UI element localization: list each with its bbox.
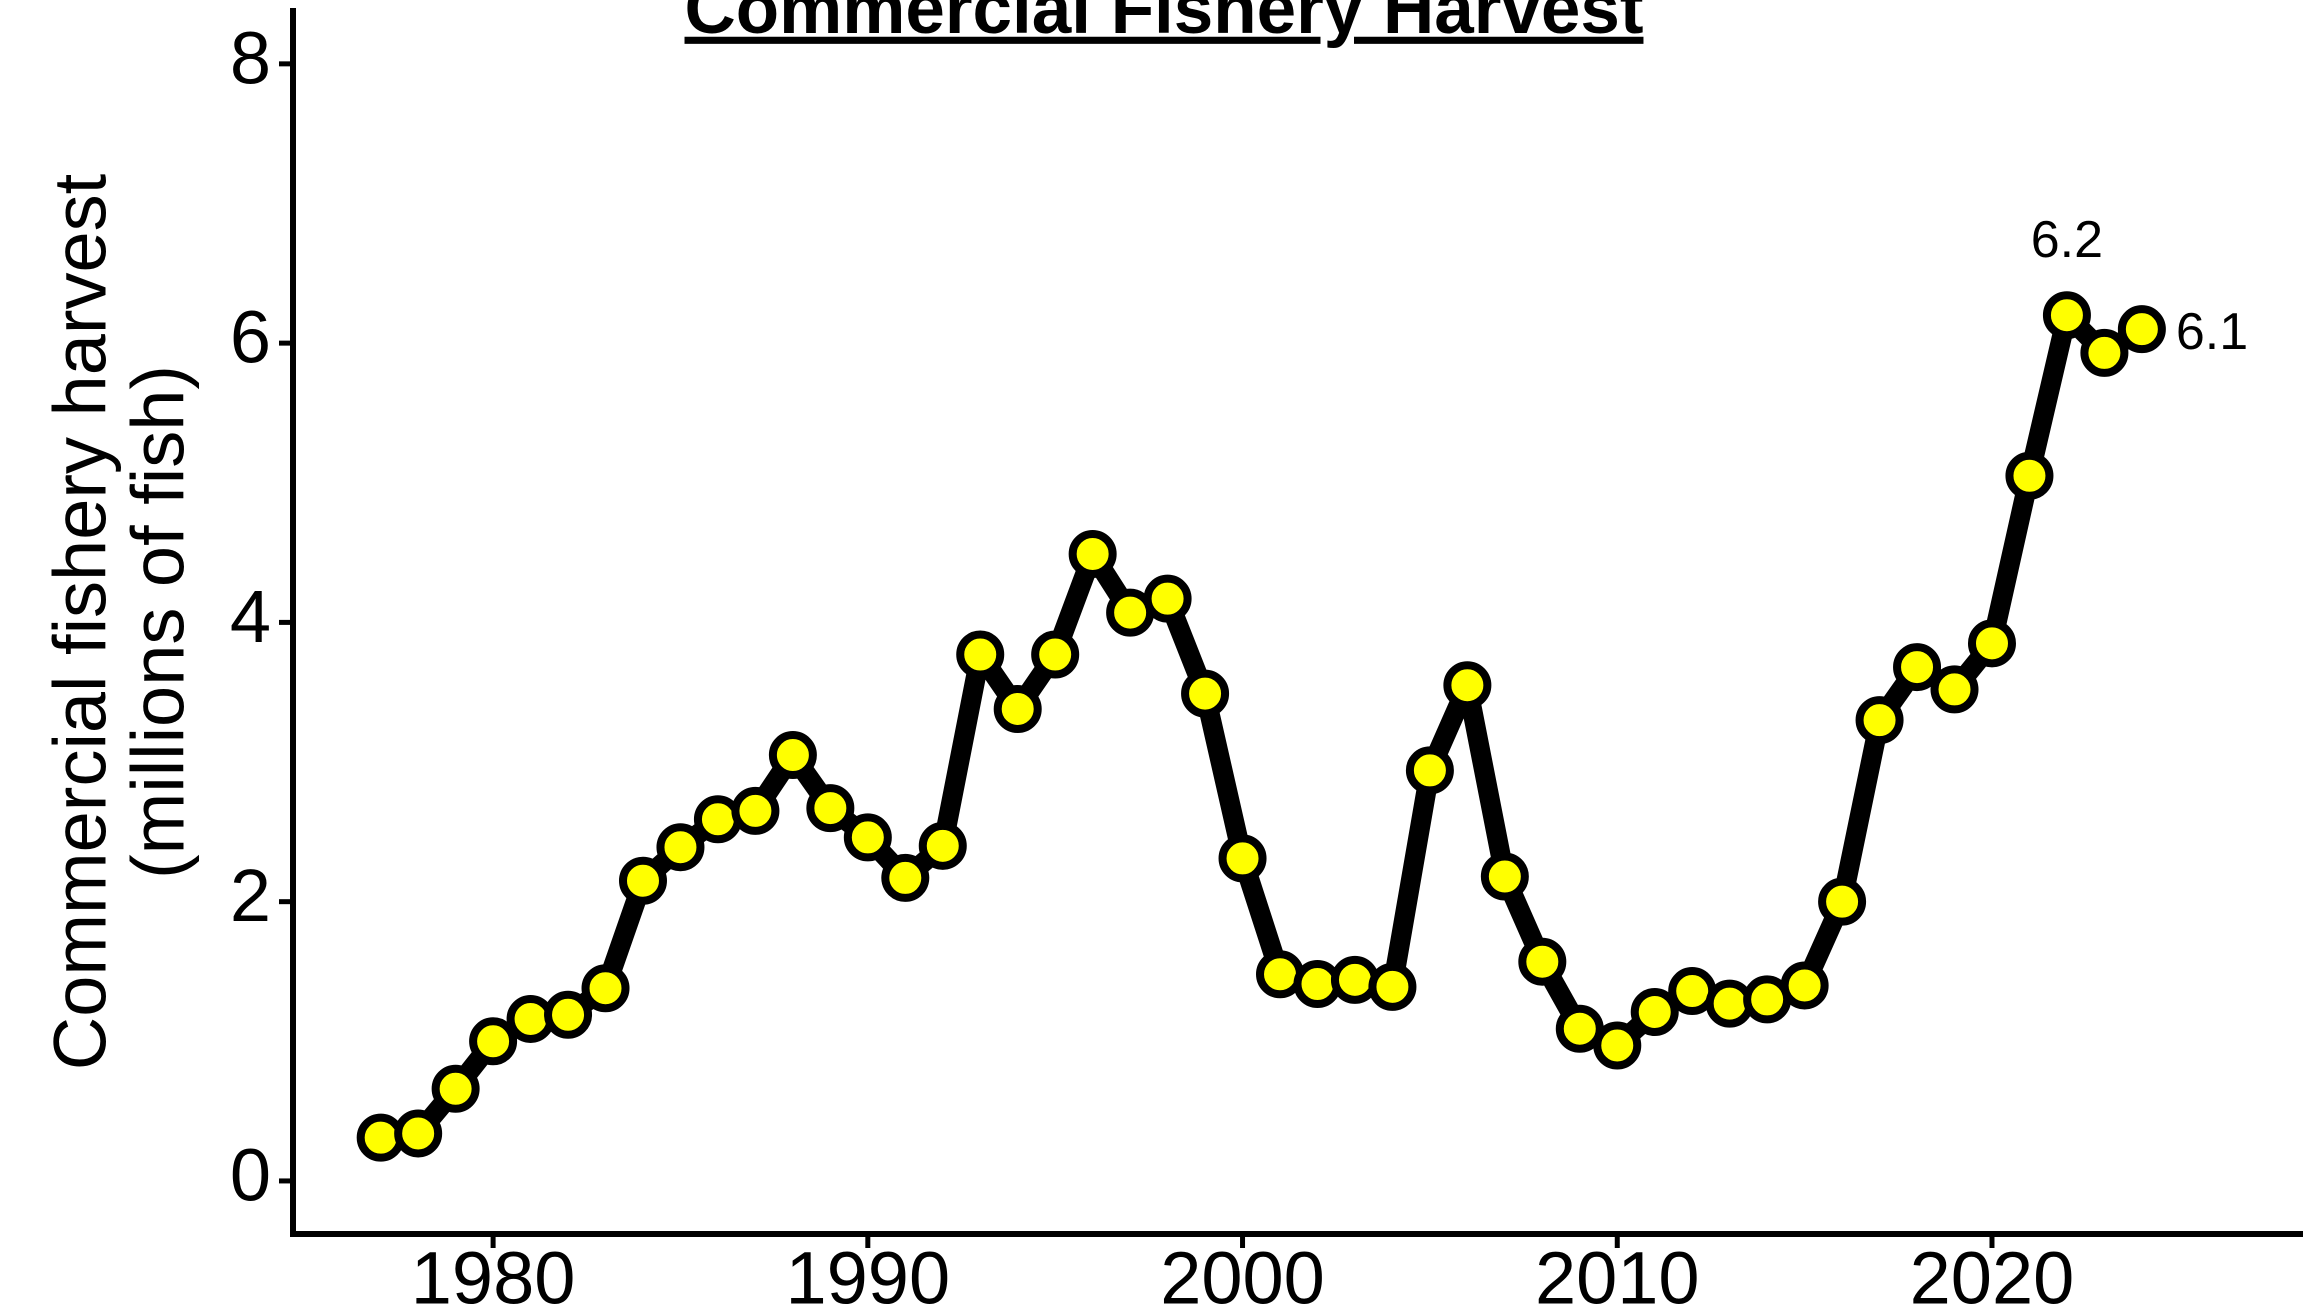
marker xyxy=(768,731,817,780)
y-tick-label: 8 xyxy=(230,16,271,99)
marker xyxy=(1630,987,1679,1036)
marker xyxy=(431,1064,480,1113)
marker xyxy=(1967,619,2016,668)
y-tick-label: 0 xyxy=(230,1133,271,1216)
marker xyxy=(806,784,855,833)
marker xyxy=(469,1017,518,1066)
marker xyxy=(1780,961,1829,1010)
x-tick-label: 2000 xyxy=(1160,1237,1325,1313)
marker xyxy=(618,856,667,905)
marker xyxy=(2117,305,2166,354)
x-tick-label: 1990 xyxy=(786,1237,951,1313)
marker xyxy=(1068,529,1117,578)
marker xyxy=(993,684,1042,733)
y-axis-label: Commercial fishery harvest xyxy=(39,173,122,1070)
chart-title: Commercial Fishery Harvest xyxy=(685,0,1644,49)
marker xyxy=(1218,834,1267,883)
marker xyxy=(881,853,930,902)
y-axis-label: (millions of fish) xyxy=(117,365,200,879)
marker xyxy=(1330,955,1379,1004)
marker xyxy=(1031,630,1080,679)
y-tick-label: 2 xyxy=(230,854,271,937)
y-tick-label: 6 xyxy=(230,296,271,379)
marker xyxy=(1555,1004,1604,1053)
marker xyxy=(1368,962,1417,1011)
marker xyxy=(394,1109,443,1158)
marker xyxy=(2042,291,2091,340)
marker xyxy=(1930,665,1979,714)
marker xyxy=(1518,937,1567,986)
marker xyxy=(1181,669,1230,718)
marker xyxy=(1893,643,1942,692)
marker xyxy=(1818,877,1867,926)
data-label: 6.1 xyxy=(2176,303,2248,361)
marker xyxy=(956,630,1005,679)
marker xyxy=(1593,1021,1642,1070)
marker xyxy=(731,786,780,835)
marker xyxy=(544,990,593,1039)
marker xyxy=(693,795,742,844)
x-tick-label: 2010 xyxy=(1535,1237,1700,1313)
marker xyxy=(656,823,705,872)
y-tick-label: 4 xyxy=(230,575,271,658)
data-label: 6.2 xyxy=(2031,211,2103,269)
marker xyxy=(1443,661,1492,710)
marker xyxy=(1143,574,1192,623)
marker xyxy=(581,964,630,1013)
marker xyxy=(918,821,967,870)
marker xyxy=(2080,328,2129,377)
marker xyxy=(843,813,892,862)
marker xyxy=(1855,696,1904,745)
marker xyxy=(2005,451,2054,500)
marker xyxy=(1480,852,1529,901)
x-tick-label: 1980 xyxy=(411,1237,576,1313)
x-tick-label: 2020 xyxy=(1910,1237,2075,1313)
marker xyxy=(1405,746,1454,795)
